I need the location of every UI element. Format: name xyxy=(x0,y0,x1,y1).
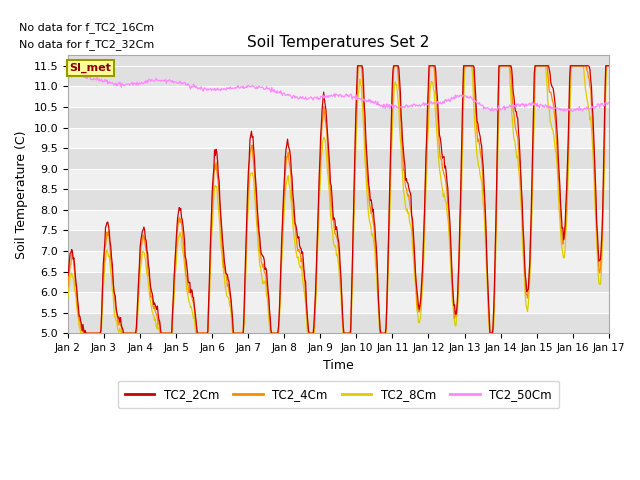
Text: No data for f_TC2_16Cm: No data for f_TC2_16Cm xyxy=(19,23,154,33)
Bar xyxy=(68,66,609,86)
Bar xyxy=(68,168,609,189)
Title: Soil Temperatures Set 2: Soil Temperatures Set 2 xyxy=(247,35,429,50)
Bar xyxy=(68,189,609,210)
Y-axis label: Soil Temperature (C): Soil Temperature (C) xyxy=(15,130,28,259)
Bar xyxy=(68,272,609,292)
Bar xyxy=(68,230,609,251)
Bar xyxy=(68,292,609,312)
Bar xyxy=(68,107,609,128)
Bar xyxy=(68,210,609,230)
Legend: TC2_2Cm, TC2_4Cm, TC2_8Cm, TC2_50Cm: TC2_2Cm, TC2_4Cm, TC2_8Cm, TC2_50Cm xyxy=(118,381,559,408)
X-axis label: Time: Time xyxy=(323,359,354,372)
Bar xyxy=(68,86,609,107)
Text: No data for f_TC2_32Cm: No data for f_TC2_32Cm xyxy=(19,39,154,50)
Bar xyxy=(68,128,609,148)
Bar xyxy=(68,251,609,272)
Bar xyxy=(68,148,609,168)
Text: SI_met: SI_met xyxy=(70,62,111,73)
Bar xyxy=(68,312,609,333)
